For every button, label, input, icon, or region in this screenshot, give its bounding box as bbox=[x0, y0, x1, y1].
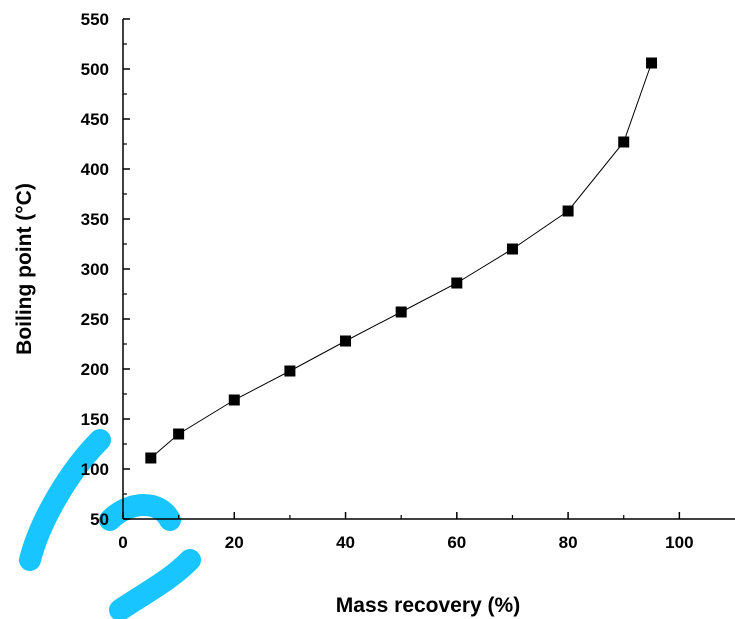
data-point bbox=[507, 244, 518, 255]
data-point bbox=[646, 58, 657, 69]
y-tick-label: 50 bbox=[90, 510, 109, 529]
x-tick-label: 80 bbox=[559, 533, 578, 552]
y-tick-label: 150 bbox=[81, 410, 109, 429]
watermark-stroke-2 bbox=[110, 505, 170, 520]
series-lines bbox=[151, 63, 652, 458]
watermark-stroke-1 bbox=[30, 440, 100, 560]
x-axis-title: Mass recovery (%) bbox=[336, 594, 520, 617]
y-tick-label: 400 bbox=[81, 160, 109, 179]
data-point bbox=[284, 366, 295, 377]
y-tick-label: 300 bbox=[81, 260, 109, 279]
data-point bbox=[451, 278, 462, 289]
x-tick-label: 20 bbox=[225, 533, 244, 552]
data-point bbox=[145, 453, 156, 464]
data-point bbox=[173, 429, 184, 440]
data-point bbox=[618, 137, 629, 148]
y-tick-label: 450 bbox=[81, 110, 109, 129]
y-tick-label: 550 bbox=[81, 10, 109, 29]
x-axis-ticks: 0 20 40 60 80 100 bbox=[118, 512, 693, 552]
series-line bbox=[151, 63, 652, 458]
data-point bbox=[229, 395, 240, 406]
data-point bbox=[396, 307, 407, 318]
data-point bbox=[563, 206, 574, 217]
series-points bbox=[145, 58, 657, 464]
y-tick-label: 100 bbox=[81, 460, 109, 479]
x-tick-label: 60 bbox=[447, 533, 466, 552]
y-tick-label: 500 bbox=[81, 60, 109, 79]
data-point bbox=[340, 336, 351, 347]
watermark-stroke-3 bbox=[120, 560, 190, 610]
y-tick-label: 250 bbox=[81, 310, 109, 329]
x-tick-label: 40 bbox=[336, 533, 355, 552]
watermark bbox=[30, 440, 190, 610]
x-tick-label: 100 bbox=[665, 533, 693, 552]
x-tick-label: 0 bbox=[118, 533, 127, 552]
y-tick-label: 350 bbox=[81, 210, 109, 229]
axes bbox=[123, 19, 735, 519]
y-tick-label: 200 bbox=[81, 360, 109, 379]
y-axis-title: Boiling point (°C) bbox=[13, 183, 36, 355]
